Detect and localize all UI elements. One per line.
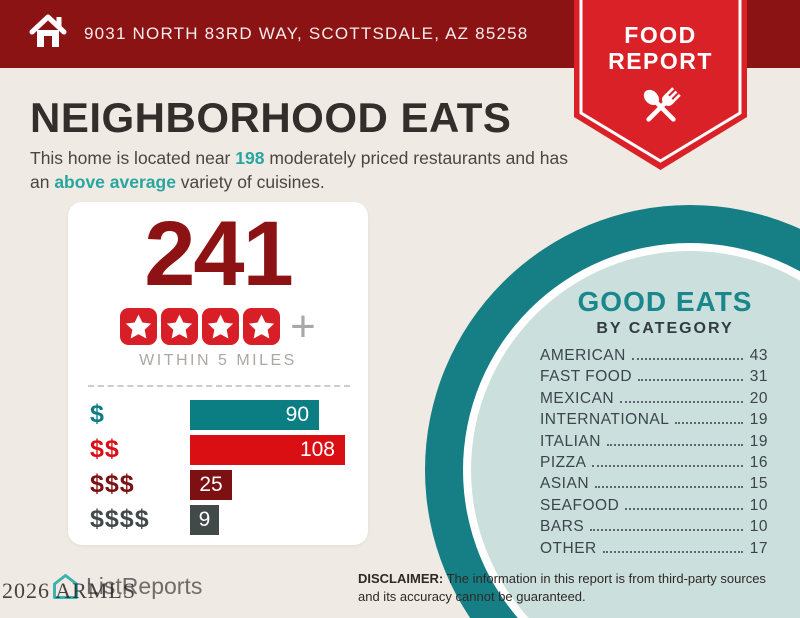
- intro-text-pre: This home is located near: [30, 148, 236, 168]
- dotted-leader: [675, 422, 743, 425]
- property-address: 9031 NORTH 83RD WAY, SCOTTSDALE, AZ 8525…: [84, 24, 529, 43]
- dotted-leader: [638, 379, 743, 382]
- category-row: AMERICAN 43: [540, 347, 768, 368]
- category-count: 16: [749, 453, 768, 471]
- category-name: SEAFOOD: [540, 496, 620, 514]
- category-row: INTERNATIONAL 19: [540, 411, 768, 432]
- listreports-wordmark: ListReports: [86, 573, 203, 599]
- category-count: 31: [749, 368, 768, 386]
- category-count: 10: [749, 518, 768, 536]
- dotted-leader: [590, 529, 743, 532]
- price-tier-row: $$ 108: [68, 434, 368, 465]
- price-tier-value: 90: [285, 402, 309, 426]
- category-row: SEAFOOD 10: [540, 497, 768, 518]
- category-name: BARS: [540, 518, 585, 536]
- category-name: PIZZA: [540, 453, 587, 471]
- category-name: OTHER: [540, 539, 597, 557]
- category-row: OTHER 17: [540, 540, 768, 561]
- dotted-leader: [606, 443, 743, 446]
- star-rating: +: [68, 301, 368, 351]
- price-tier-value: 108: [299, 437, 335, 461]
- badge-title-line1: FOOD: [624, 22, 697, 48]
- category-row: ITALIAN 19: [540, 433, 768, 454]
- category-count: 10: [749, 496, 768, 514]
- intro-text-mid: moderately priced restaurants and has an: [30, 148, 568, 193]
- badge-shield-shape: [574, 0, 747, 170]
- variety-highlight: above average: [54, 172, 176, 193]
- home-icon: [28, 13, 68, 55]
- dotted-leader: [602, 550, 743, 553]
- food-report-badge: FOOD REPORT: [574, 0, 747, 176]
- category-count: 19: [749, 411, 768, 429]
- price-tier-row: $$$$ 9: [68, 504, 368, 535]
- dotted-leader: [631, 358, 743, 360]
- price-tier-bar: 9: [190, 504, 219, 535]
- intro-text: This home is located near 198 moderately…: [30, 146, 578, 194]
- category-row: PIZZA 16: [540, 454, 768, 475]
- dotted-leader: [625, 507, 743, 510]
- disclaimer-body: The information in this report is from t…: [358, 571, 766, 604]
- price-tier-bar: 108: [190, 434, 345, 465]
- dotted-leader: [595, 486, 743, 489]
- dotted-leader: [592, 464, 743, 467]
- price-tier-bar: 25: [190, 469, 232, 500]
- category-count: 19: [749, 432, 768, 450]
- good-eats-title: GOOD EATS: [577, 286, 753, 317]
- star-icon: [120, 308, 158, 346]
- price-tier-bar-chart: $90 $$ 108 $$$ 25 $$$$ 9: [68, 399, 368, 535]
- plus-sign: +: [290, 301, 316, 351]
- category-name: ASIAN: [540, 475, 590, 493]
- dotted-leader: [620, 400, 743, 403]
- category-count: 20: [749, 389, 768, 407]
- category-count: 15: [749, 475, 768, 493]
- intro-text-post: variety of cuisines.: [175, 172, 325, 193]
- price-tier-value: 25: [199, 472, 223, 496]
- price-tier-label: $$: [90, 435, 120, 464]
- listreports-house-icon: [53, 574, 78, 599]
- restaurant-stats-card: 241 + WITHIN 5 MILES $90 $$ 108 $$$ 25 $$$$ 9: [68, 202, 368, 545]
- listreports-logo: ListReports: [52, 573, 202, 600]
- page-title: NEIGHBORHOOD EATS: [30, 94, 512, 141]
- star-icon: [161, 308, 199, 346]
- armls-watermark: 2026 ARMLS: [2, 578, 137, 603]
- category-row: BARS 10: [540, 518, 768, 539]
- star-icon: [202, 308, 240, 346]
- badge-title-line2: REPORT: [608, 48, 713, 74]
- category-name: INTERNATIONAL: [540, 411, 670, 429]
- price-tier-row: $$$ 25: [68, 469, 368, 500]
- category-name: MEXICAN: [540, 389, 615, 407]
- category-row: ASIAN 15: [540, 475, 768, 496]
- badge-title: FOOD REPORT: [574, 22, 747, 74]
- category-name: ITALIAN: [540, 432, 601, 450]
- price-tier-row: $90: [68, 399, 368, 430]
- category-name: FAST FOOD: [540, 368, 633, 386]
- category-row: MEXICAN 20: [540, 390, 768, 411]
- price-tier-label: $$$: [90, 470, 135, 499]
- restaurant-count-highlight: 198: [235, 148, 265, 168]
- total-restaurant-count: 241: [144, 203, 294, 305]
- price-tier-label: $$$$: [90, 505, 150, 534]
- radius-label: WITHIN 5 MILES: [139, 351, 297, 369]
- category-count: 17: [749, 539, 768, 557]
- star-icon: [243, 308, 281, 346]
- good-eats-subtitle: BY CATEGORY: [596, 320, 734, 337]
- disclaimer-label: DISCLAIMER:: [358, 571, 444, 586]
- category-row: FAST FOOD 31: [540, 368, 768, 389]
- price-tier-value: 9: [198, 507, 211, 531]
- good-eats-heading: GOOD EATS BY CATEGORY: [545, 286, 785, 338]
- price-tier-label: $: [90, 400, 105, 429]
- dashed-divider: [88, 384, 350, 387]
- price-tier-bar: 90: [190, 399, 319, 430]
- category-count: 43: [749, 347, 768, 364]
- disclaimer-text: DISCLAIMER: The information in this repo…: [358, 570, 782, 605]
- category-name: AMERICAN: [540, 347, 626, 364]
- cuisine-category-list: AMERICAN 43 FAST FOOD 31 MEXICAN 20 INTERNATIO…: [540, 347, 768, 561]
